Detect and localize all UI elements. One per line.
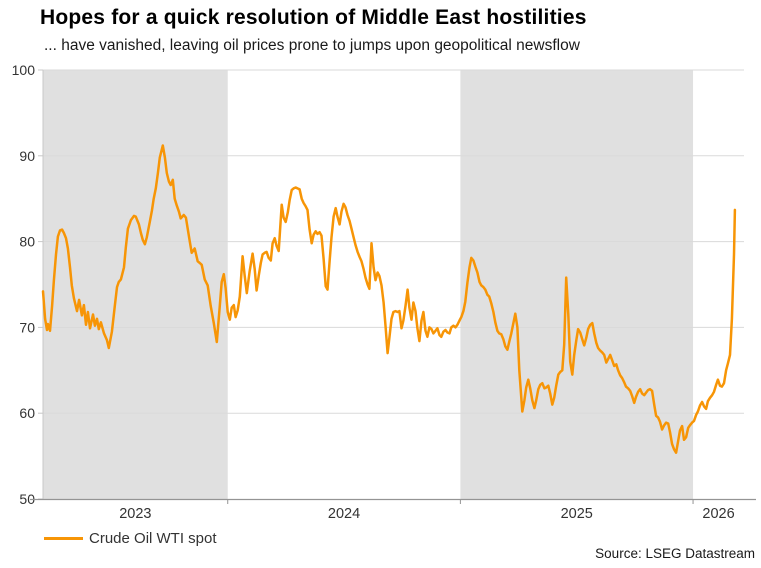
source-attribution: Source: LSEG Datastream [595, 546, 755, 561]
y-axis-tick-label: 90 [19, 148, 35, 164]
x-axis-year-label: 2026 [702, 506, 734, 522]
x-axis-year-label: 2024 [328, 506, 360, 522]
legend: Crude Oil WTI spot [44, 530, 217, 547]
x-axis-year-label: 2023 [119, 506, 151, 522]
x-axis-year-label: 2025 [561, 506, 593, 522]
y-axis-tick-label: 60 [19, 405, 35, 421]
y-axis-tick-label: 70 [19, 319, 35, 335]
y-axis-tick-label: 80 [19, 234, 35, 250]
year-shading-band [460, 70, 694, 499]
year-shading-band [43, 70, 228, 499]
series-swatch-line [44, 537, 83, 540]
chart-title: Hopes for a quick resolution of Middle E… [40, 6, 587, 29]
y-axis-tick-label: 50 [19, 491, 35, 507]
legend-series-label: Crude Oil WTI spot [89, 530, 217, 547]
wti-price-line [41, 144, 737, 454]
chart-subtitle: ... have vanished, leaving oil prices pr… [44, 37, 580, 54]
y-axis-tick-label: 100 [12, 62, 36, 78]
